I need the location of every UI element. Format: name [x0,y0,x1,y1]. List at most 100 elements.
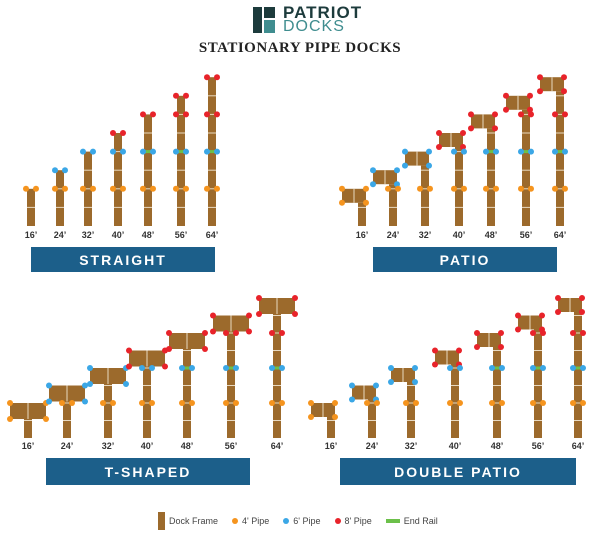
dock-frame [451,364,459,438]
pipe-4 [223,400,229,406]
pipe-6 [426,162,432,169]
dock-frame [522,109,530,226]
length-label: 32’ [82,230,95,240]
pipe-6 [233,365,239,371]
pipe-8 [202,330,208,336]
pipe-4 [308,400,314,406]
length-label: 48’ [181,441,194,451]
pipe-8 [162,363,168,370]
pipe-8 [436,144,442,150]
dock-frame [114,133,122,226]
pipe-8 [150,111,156,118]
dock-frame [358,202,366,226]
length-label: 16’ [25,230,38,240]
pipe-4 [23,185,29,192]
pipe-4 [62,185,68,192]
pipe-6 [370,181,376,188]
pipe-8 [474,330,480,336]
pipe-8 [183,92,189,99]
pipe-6 [540,365,546,371]
length-label: 56’ [532,441,545,451]
pipe-8 [223,330,229,336]
dock-frame [487,128,495,226]
length-label: 24’ [54,230,67,240]
end-rail [487,150,495,154]
pipe-4 [413,400,419,406]
pipe-4 [427,185,433,192]
pipe-4 [528,185,534,192]
pipe-4 [457,400,463,406]
pipe-6 [179,365,185,371]
pipe-8 [456,347,462,354]
pipe-4 [447,400,453,406]
pipe-4 [59,400,65,406]
pipe-8 [233,330,239,336]
pipe-8 [292,295,298,301]
pipe-6 [110,148,116,155]
pipe-4 [33,185,39,192]
pipe-4 [493,185,499,192]
pipe-6 [528,148,534,155]
pipe-6 [489,365,495,371]
pipe-4 [483,185,489,192]
pipe-4 [7,416,13,422]
pipe-6 [447,365,453,371]
dock-frame [389,184,397,226]
pipe-4 [332,400,338,406]
pipe-4 [52,185,58,192]
dock-frame [493,347,501,438]
pipe-6 [204,148,210,155]
pipe-6 [149,365,155,371]
pipe-8 [432,361,438,368]
pipe-8 [539,312,545,319]
end-rail [183,366,191,370]
length-label: 56’ [175,230,188,240]
pipe-6 [123,381,129,387]
pipe-8 [498,330,504,336]
pipe-4 [562,185,568,192]
pipe-6 [223,365,229,371]
dock-frame [227,331,235,438]
length-label: 32’ [102,441,115,451]
pipe-8 [503,92,509,99]
pipe-4 [279,400,285,406]
pipe-6 [82,398,88,405]
pipe-6 [394,167,400,174]
pipe-6 [52,167,58,174]
pipe-8 [269,330,275,336]
pipe-8 [492,111,498,118]
pipe-8 [256,295,262,301]
dock-frame [556,91,564,226]
pipe-4 [110,185,116,192]
end-rail [522,150,530,154]
pipe-6 [388,379,394,385]
pipe-6 [62,167,68,174]
pipe-8 [552,111,558,118]
pipe-8 [579,309,585,315]
pipe-8 [126,363,132,370]
pipe-4 [308,414,314,420]
legend-end-rail: End Rail [385,516,438,526]
pipe-8 [166,346,172,352]
pipe-4 [374,400,380,406]
pipe-6 [373,382,379,389]
pipe-4 [43,416,49,422]
pipe-6 [279,365,285,371]
length-label: 48’ [142,230,155,240]
pipe-4 [214,185,220,192]
pipe-8 [503,106,509,113]
brand-name-1: PATRIOT [283,3,363,22]
pipe-8 [460,144,466,150]
dock-frame [327,417,335,438]
end-rail [273,366,281,370]
pipe-4 [100,400,106,406]
dock-frame [56,170,64,226]
pipe-6 [189,365,195,371]
length-label: 24’ [366,441,379,451]
length-label: 56’ [520,230,533,240]
pipe-4 [363,199,369,206]
pipe-6 [570,365,576,371]
pipe-6 [562,148,568,155]
pipe-6 [402,162,408,169]
pipe-4 [233,400,239,406]
